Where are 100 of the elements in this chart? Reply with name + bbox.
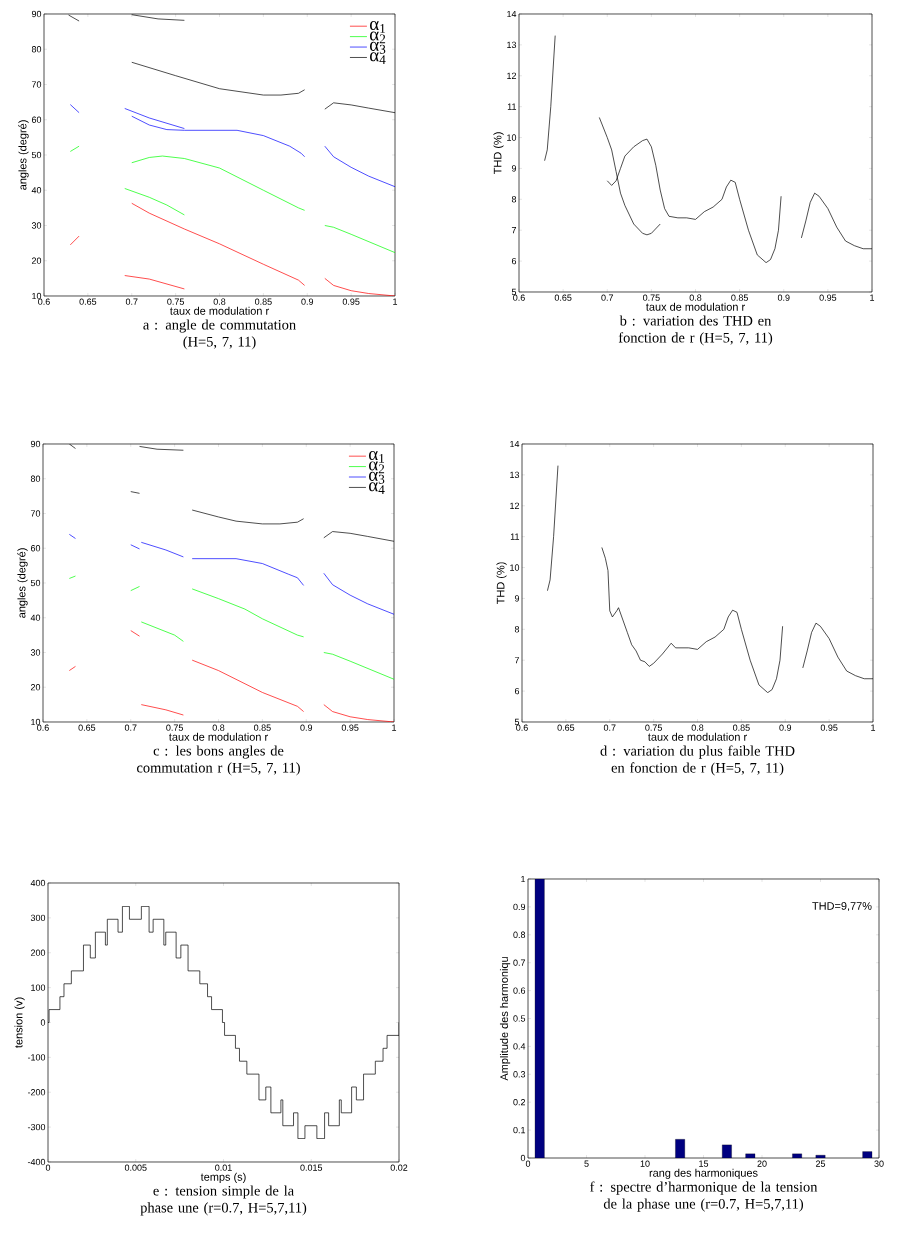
- annotation: THD=9,77%: [812, 902, 872, 912]
- y-tick-label: 70: [30, 510, 41, 517]
- x-tick-label: 0.75: [167, 298, 184, 305]
- y-tick-label: 200: [30, 949, 46, 956]
- x-axis-title: rang des harmoniques: [649, 1168, 758, 1179]
- y-tick-label: 20: [31, 257, 42, 264]
- y-tick-label: 0.2: [513, 1099, 526, 1106]
- y-tick-label: 10: [510, 564, 520, 571]
- legend-label: α$_{1}$: [369, 20, 386, 33]
- x-tick-label: 0.65: [79, 298, 97, 305]
- x-tick-label: 0.95: [819, 294, 837, 301]
- x-tick-label: 0.65: [78, 724, 96, 731]
- y-tick-label: 13: [507, 41, 517, 49]
- y-tick-label: 0.4: [513, 1043, 526, 1050]
- y-tick-label: -100: [27, 1054, 46, 1061]
- x-tick-label: 0.005: [124, 1164, 147, 1171]
- text: d : variation du plus faible THD en fonction de r (H=5, 7, 11): [600, 745, 795, 776]
- y-tick-label: 10: [31, 718, 41, 726]
- y-axis-title: tension (v): [14, 997, 25, 1048]
- y-tick-label: -300: [27, 1123, 46, 1131]
- x-tick-label: 0.9: [777, 294, 790, 301]
- x-tick-label: 1: [392, 724, 397, 731]
- y-tick-label: 1: [521, 875, 526, 883]
- x-tick-label: 25: [815, 1160, 826, 1167]
- y-tick-label: 12: [507, 72, 517, 79]
- x-tick-label: 30: [874, 1160, 884, 1167]
- y-tick-label: -200: [27, 1089, 46, 1096]
- x-tick-label: 1: [393, 298, 398, 305]
- y-tick-label: 7: [514, 657, 520, 664]
- y-tick-label: 6: [514, 687, 520, 695]
- x-tick-label: 0: [45, 1164, 51, 1171]
- x-tick-label: 0.7: [124, 724, 137, 731]
- x-tick-label: 15: [699, 1160, 709, 1167]
- y-tick-label: 11: [510, 533, 520, 540]
- x-tick-label: 0.9: [301, 298, 314, 305]
- y-tick-label: 50: [31, 151, 42, 159]
- x-tick-label: 0.95: [820, 724, 838, 731]
- y-tick-label: 0.9: [513, 903, 526, 911]
- text: f : spectre d’harmonique de la tension de la phase une (r=0.7, H=5,7,11): [590, 1181, 818, 1212]
- y-tick-label: 12: [510, 502, 520, 509]
- y-axis-title: angles (degré): [17, 548, 28, 618]
- x-tick-label: 0.9: [300, 724, 313, 731]
- x-tick-label: 0.75: [645, 724, 662, 731]
- y-tick-label: 80: [30, 475, 41, 482]
- y-tick-label: 0.6: [513, 987, 526, 994]
- x-tick-label: 0.85: [254, 298, 272, 305]
- x-tick-label: 0.7: [603, 724, 616, 731]
- x-tick-label: 0.8: [689, 294, 702, 301]
- x-tick-label: 0.95: [342, 298, 360, 305]
- x-axis-title: temps (s): [200, 1172, 246, 1183]
- y-tick-label: 0.8: [513, 931, 526, 938]
- x-tick-label: 0.75: [643, 294, 660, 301]
- y-tick-label: 5: [514, 718, 520, 726]
- y-tick-label: 90: [30, 440, 41, 448]
- y-tick-label: 13: [510, 471, 520, 479]
- x-tick-label: 5: [584, 1160, 589, 1167]
- y-tick-label: 9: [511, 165, 517, 172]
- y-tick-label: 10: [507, 134, 517, 141]
- y-tick-label: 8: [511, 196, 517, 203]
- y-tick-label: 30: [30, 649, 41, 656]
- y-tick-label: 14: [510, 440, 520, 448]
- text: e : tension simple de la phase une (r=0.7, H=5,7,11): [140, 1185, 307, 1216]
- y-tick-label: 70: [31, 81, 42, 88]
- y-tick-label: 40: [31, 187, 42, 194]
- y-axis-title: THD (%): [493, 132, 504, 175]
- y-tick-label: -400: [27, 1158, 46, 1166]
- text: b : variation des THD en fonction de r (H=5, 7, 11): [618, 315, 773, 346]
- legend-label: α$_{1}$: [368, 450, 385, 463]
- y-tick-label: 11: [507, 103, 517, 110]
- x-axis-title: taux de modulation r: [646, 302, 745, 311]
- x-tick-label: 10: [640, 1160, 650, 1167]
- y-tick-label: 8: [514, 626, 520, 633]
- y-tick-label: 50: [30, 579, 41, 587]
- y-tick-label: 90: [31, 10, 42, 18]
- y-tick-label: 9: [514, 595, 520, 602]
- y-tick-label: 0.7: [513, 959, 526, 966]
- x-tick-label: 0.7: [601, 294, 614, 301]
- y-tick-label: 100: [31, 984, 46, 991]
- text: a : angle de commutation (H=5, 7, 11): [143, 319, 296, 350]
- y-tick-label: 0: [40, 1019, 46, 1026]
- y-tick-label: 40: [30, 614, 41, 621]
- x-tick-label: 0.85: [253, 724, 271, 731]
- y-tick-label: 80: [31, 46, 42, 53]
- text: c : les bons angles de commutation r (H=5, 7, 11): [137, 745, 300, 776]
- x-tick-label: 1: [870, 294, 875, 301]
- y-tick-label: 6: [511, 257, 517, 265]
- y-tick-label: 0.1: [513, 1126, 526, 1134]
- x-tick-label: 0.7: [125, 298, 138, 305]
- x-tick-label: 0.9: [779, 724, 792, 731]
- y-tick-label: 7: [511, 227, 517, 234]
- x-tick-label: 0.015: [300, 1164, 323, 1171]
- y-tick-label: 0: [520, 1154, 526, 1162]
- x-tick-label: 1: [871, 724, 876, 731]
- x-tick-label: 0.65: [557, 724, 575, 731]
- y-tick-label: 60: [31, 116, 42, 123]
- y-tick-label: 20: [30, 684, 41, 691]
- y-tick-label: 30: [31, 222, 42, 229]
- x-tick-label: 0.02: [390, 1164, 408, 1171]
- x-tick-label: 0.8: [212, 724, 225, 731]
- y-tick-label: 60: [30, 545, 41, 552]
